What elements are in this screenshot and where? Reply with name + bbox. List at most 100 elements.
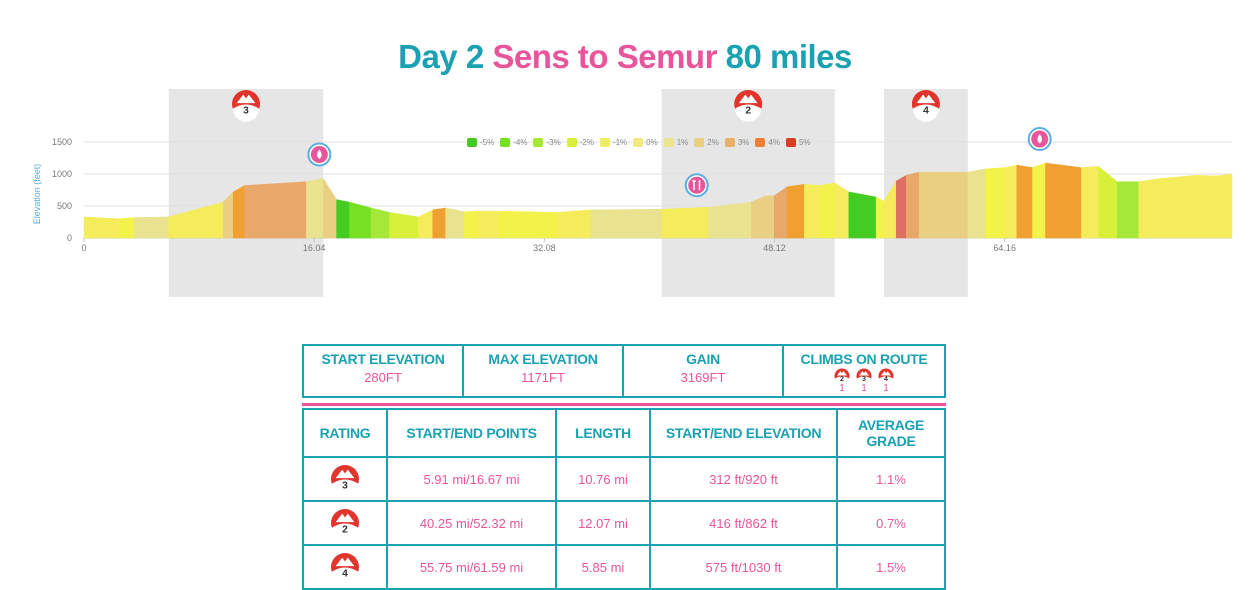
elevation-segment	[1217, 173, 1233, 239]
elevation-segment	[834, 182, 850, 239]
legend-item: 5%	[785, 138, 811, 147]
elevation-chart: 0 500 1000 1500 Elevation (feet) 0 16.04 32.08 4…	[32, 89, 1233, 297]
elevation-segment	[875, 196, 885, 239]
cell-grade: 0.7%	[836, 500, 946, 546]
elevation-segment	[445, 207, 465, 239]
legend-label: -1%	[612, 138, 628, 147]
legend-item: -4%	[500, 138, 527, 147]
y-tick-label: 1500	[52, 137, 72, 147]
rating-cell: 3	[302, 456, 388, 502]
elevation-segment	[1138, 178, 1161, 239]
climb-rating-label: 2	[745, 105, 751, 116]
elevation-segment	[464, 210, 479, 239]
climb-count: 1	[861, 383, 867, 394]
summary-label: MAX ELEVATION	[488, 351, 598, 367]
elevation-segment	[306, 178, 324, 239]
legend-swatch	[694, 138, 705, 147]
climb-rating-3-icon: 3	[331, 465, 359, 497]
elevation-segment	[83, 216, 121, 239]
climb-rating-label: 3	[342, 480, 348, 491]
legend-swatch	[566, 138, 577, 147]
rating-cell: 4	[302, 544, 388, 590]
summary-label: GAIN	[686, 351, 720, 367]
elevation-segment	[1098, 165, 1118, 239]
climb-zone-rating-icon: 3	[232, 90, 261, 122]
cell-grade: 1.5%	[836, 544, 946, 590]
elevation-segment	[418, 209, 433, 239]
elevation-segment	[498, 210, 558, 239]
elevation-segment	[322, 177, 337, 239]
legend-label: 2%	[707, 138, 719, 147]
legend-item: -3%	[533, 138, 561, 147]
legend-item: -5%	[467, 138, 494, 147]
summary-value: 1171FT	[521, 370, 565, 385]
rating-cell: 2	[302, 500, 388, 546]
y-tick-label: 0	[67, 233, 72, 243]
divider	[302, 403, 946, 406]
elevation-segment	[1195, 175, 1218, 239]
legend-item: 4%	[755, 138, 780, 147]
summary-gain: GAIN 3169FT	[622, 344, 784, 398]
title-distance: 80 miles	[725, 38, 853, 75]
legend-item: 3%	[724, 138, 749, 147]
page-title: Day 2 Sens to Semur 80 miles	[0, 38, 1250, 76]
title-route: Sens to Semur	[492, 38, 717, 75]
elevation-segment	[967, 168, 986, 239]
summary-max-elevation: MAX ELEVATION 1171FT	[462, 344, 624, 398]
cell-elevation: 575 ft/1030 ft	[649, 544, 838, 590]
elevation-segment	[349, 201, 372, 239]
climb-rating-2-icon: 2	[331, 509, 359, 541]
elevation-segment	[1116, 181, 1139, 239]
cell-length: 5.85 mi	[555, 544, 651, 590]
elevation-segment	[232, 185, 245, 239]
x-tick-label: 48.12	[763, 243, 786, 253]
climb-rating-label: 4	[923, 105, 929, 116]
climb-zone-rating-icon: 2	[734, 90, 763, 122]
legend-label: -3%	[546, 138, 561, 147]
elevation-segment	[895, 174, 907, 239]
col-header: AVERAGE GRADE	[836, 408, 946, 458]
elevation-segment	[984, 167, 1006, 239]
col-header: LENGTH	[555, 408, 651, 458]
legend-swatch	[785, 138, 796, 147]
climb-rating-2-icon: 2	[834, 368, 850, 384]
elevation-segment	[848, 191, 877, 239]
elevation-segment	[244, 181, 307, 239]
elevation-segment	[370, 207, 390, 239]
summary-value: 3169FT	[680, 370, 726, 385]
legend-item: -1%	[599, 138, 628, 147]
route-summary: START ELEVATION 280FT MAX ELEVATION 1171…	[302, 344, 946, 398]
cell-points: 40.25 mi/52.32 mi	[386, 500, 557, 546]
climb-rating-label: 4	[342, 568, 348, 579]
elevation-segment	[819, 182, 836, 239]
legend-swatch	[633, 138, 644, 147]
elevation-segment	[478, 210, 499, 239]
cell-elevation: 312 ft/920 ft	[649, 456, 838, 502]
summary-label: START ELEVATION	[321, 351, 445, 367]
climb-rating-label: 3	[243, 105, 249, 116]
legend-swatch	[755, 138, 766, 147]
elevation-segment	[1045, 162, 1082, 239]
x-tick-label: 16.04	[303, 243, 326, 253]
water-stop-icon	[1027, 127, 1052, 152]
table-row: 2 40.25 mi/52.32 mi 12.07 mi 416 ft/862 ft 0…	[302, 500, 946, 546]
climb-rating-3-icon: 3	[856, 368, 872, 384]
legend-item: 2%	[694, 138, 719, 147]
legend-label: 5%	[798, 138, 811, 147]
legend-item: -2%	[566, 138, 594, 147]
climb-rating-4-icon: 4	[331, 553, 359, 585]
elevation-segment	[661, 207, 709, 239]
elevation-segment	[918, 171, 969, 239]
grade-legend: -5% -4% -3% -2% -1% 0% 1% 2% 3% 4% 5%	[467, 138, 811, 147]
legend-swatch	[467, 138, 477, 147]
elevation-segment	[557, 209, 591, 239]
legend-label: 1%	[676, 138, 689, 147]
cell-points: 55.75 mi/61.59 mi	[386, 544, 557, 590]
elevation-segment	[1005, 164, 1017, 239]
legend-swatch	[500, 138, 511, 147]
x-tick-label: 32.08	[533, 243, 556, 253]
summary-value: 280FT	[364, 370, 402, 385]
